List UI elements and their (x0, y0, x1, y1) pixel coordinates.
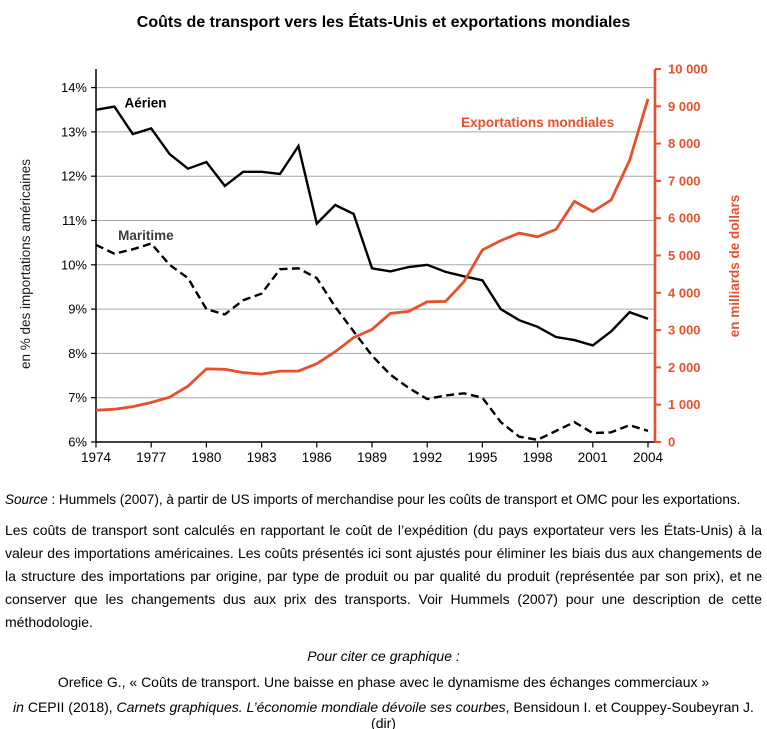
x-tick-label: 1983 (247, 450, 277, 465)
x-tick-label: 1977 (136, 450, 166, 465)
left-axis-title: en % des importations américaines (18, 159, 33, 369)
citation-heading: Pour citer ce graphique : (307, 648, 460, 664)
left-tick-label: 8% (68, 346, 87, 361)
citation-book-title: Carnets graphiques. L’économie mondiale … (116, 699, 506, 715)
x-tick-label: 2004 (633, 450, 664, 465)
right-tick-label: 8 000 (668, 136, 701, 151)
x-tick-label: 1992 (412, 450, 442, 465)
exportations-mondiales-line (95, 98, 650, 412)
left-tick-label: 10% (61, 257, 87, 272)
source-text: : Hummels (2007), à partir de US imports… (47, 492, 741, 507)
methodology-paragraph: Les coûts de transport sont calculés en … (5, 522, 762, 630)
series-label-maritime: Maritime (118, 228, 174, 243)
right-tick-label: 1 000 (668, 397, 701, 412)
citation-tail: , Bensidoun I. et Couppey-Soubeyran J. (… (371, 699, 754, 729)
source-note: Source : Hummels (2007), à partir de US … (5, 492, 762, 507)
chart-title: Coûts de transport vers les États-Unis e… (136, 14, 631, 31)
left-axis-ticks (91, 86, 96, 443)
x-tick-label: 1989 (357, 450, 387, 465)
right-tick-label: 2 000 (668, 360, 701, 375)
citation-mid: CEPII (2018), (23, 699, 117, 715)
series-label-exportations-mondiales: Exportations mondiales (461, 115, 614, 130)
right-tick-label: 4 000 (668, 285, 701, 300)
x-tick-label: 1995 (467, 450, 497, 465)
right-tick-label: 5 000 (668, 248, 701, 263)
citation-line1: Orefice G., « Coûts de transport. Une ba… (57, 674, 710, 690)
left-tick-label: 13% (61, 124, 87, 139)
x-axis-ticks (95, 442, 649, 448)
right-tick-label: 3 000 (668, 323, 701, 338)
right-tick-label: 9 000 (668, 99, 701, 114)
x-tick-label: 1974 (81, 450, 112, 465)
x-tick-label: 1986 (302, 450, 332, 465)
right-tick-label: 10 000 (668, 62, 708, 77)
left-tick-label: 12% (61, 169, 87, 184)
series-label-a-rien: Aérien (125, 96, 167, 111)
transport-costs-chart: 6% 7% 8% 9% 10% 11% 12% 13% 14% 0 1 000 2 000 3 000 4… (18, 62, 742, 466)
right-tick-label: 6 000 (668, 211, 701, 226)
left-tick-label: 7% (68, 390, 87, 405)
citation-line2: in CEPII (2018), Carnets graphiques. L’é… (0, 699, 767, 729)
a-rien-line (95, 105, 649, 347)
left-tick-label: 14% (61, 80, 87, 95)
left-tick-label: 11% (62, 213, 87, 228)
right-tick-label: 0 (668, 435, 675, 450)
x-tick-label: 2001 (578, 450, 608, 465)
left-tick-label: 6% (68, 435, 87, 450)
left-tick-label: 9% (68, 302, 87, 317)
citation-in: in (13, 699, 24, 715)
right-axis-title: en milliards de dollars (727, 195, 742, 338)
x-tick-label: 1998 (523, 450, 553, 465)
x-tick-label: 1980 (191, 450, 221, 465)
maritime-line (95, 242, 649, 442)
right-tick-label: 7 000 (668, 173, 701, 188)
gridlines (96, 87, 655, 399)
source-label: Source (5, 492, 48, 507)
